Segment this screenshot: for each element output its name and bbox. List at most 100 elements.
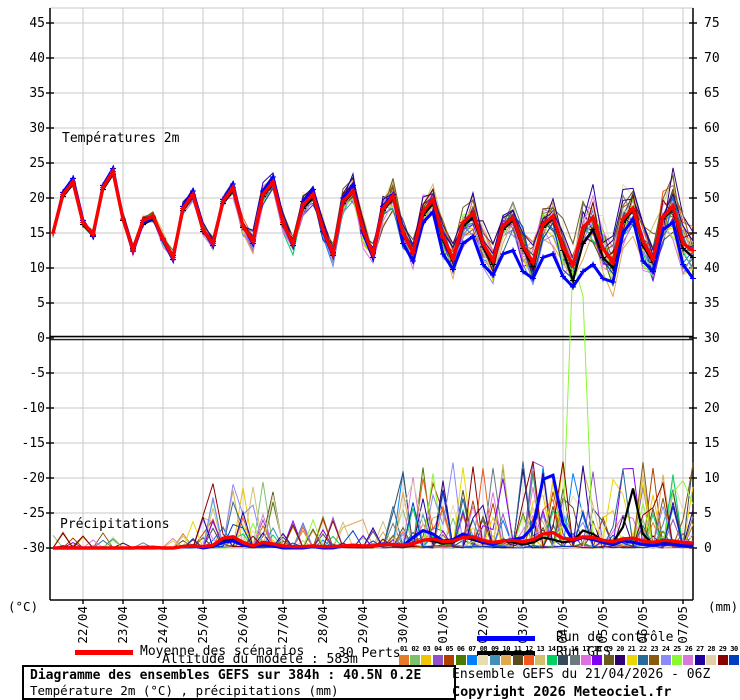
member-color-swatch [729,655,740,665]
member-number: 19 [605,645,613,653]
right-tick-label: 55 [704,156,720,171]
x-date-label: 28/04 [315,606,330,644]
x-date-label: 23/04 [115,606,130,644]
member-cell: 14 [546,645,557,665]
left-tick-label: 40 [29,51,45,66]
run-info-label: Ensemble GEFS du 21/04/2026 - 06Z [452,667,711,682]
member-cell: 17 [580,645,591,665]
member-color-swatch [410,655,421,665]
legend-gfs-swatch [477,651,535,656]
left-tick-label: 30 [29,121,45,136]
member-number: 02 [411,645,419,653]
member-number: 10 [502,645,510,653]
mean-precip-line [53,530,694,550]
legend-perts-label: 30 Perts. [338,646,409,661]
member-color-swatch [672,655,683,665]
member-color-swatch [512,655,523,665]
right-tick-label: 40 [704,261,720,276]
member-color-swatch [683,655,694,665]
member-color-swatch [432,655,443,665]
left-tick-label: -20 [22,471,45,486]
member-number: 11 [513,645,522,653]
member-number: 27 [696,645,704,653]
right-tick-label: 65 [704,86,720,101]
member-cell: 05 [444,645,455,665]
x-date-label: 01/05 [435,606,450,644]
x-date-label: 30/04 [395,606,410,644]
member-number: 09 [491,645,499,653]
member-color-swatch [649,655,660,665]
member-color-swatch [444,655,455,665]
member-cell: 04 [432,645,443,665]
member-cell: 10 [501,645,512,665]
member-number: 25 [673,645,681,653]
member-color-swatch [546,655,557,665]
left-tick-label: -5 [29,366,45,381]
member-cell: 07 [466,645,478,665]
member-cell: 18 [592,645,603,665]
right-tick-label: 5 [704,506,712,521]
x-date-label: 06/05 [635,606,650,644]
member-number: 21 [627,645,636,653]
left-tick-label: -25 [22,506,45,521]
member-number: 18 [593,645,602,653]
member-cell: 24 [660,645,671,665]
member-number: 15 [559,645,567,653]
member-cell: 21 [626,645,637,665]
member-color-swatch [694,655,705,665]
mean-temp-markers [50,168,696,269]
member-cell: 26 [683,645,694,665]
member-number: 08 [479,645,488,653]
member-number: 06 [456,645,465,653]
right-axis-unit: (mm) [708,599,738,614]
left-tick-label: 35 [29,86,45,101]
member-color-swatch [398,655,409,665]
member-cell: 12 [523,645,534,665]
member-number: 20 [616,645,624,653]
member-color-swatch [580,655,591,665]
left-tick-label: -15 [22,436,45,451]
member-cell: 29 [717,645,728,665]
left-tick-label: 5 [37,296,45,311]
right-tick-label: 0 [704,541,712,556]
x-date-label: 29/04 [355,606,370,644]
x-date-label: 02/05 [475,606,490,644]
member-cell: 13 [535,645,546,665]
member-cell: 19 [603,645,614,665]
right-tick-label: 10 [704,471,720,486]
member-cell: 09 [489,645,500,665]
member-color-swatch [501,655,512,665]
legend-control-swatch [477,636,535,641]
diagram-title: Diagramme des ensembles GEFS sur 384h : … [30,668,422,683]
member-number: 29 [718,645,727,653]
member-color-swatch [489,655,500,665]
right-tick-label: 45 [704,226,720,241]
member-cell: 20 [614,645,626,665]
x-date-label: 07/05 [675,606,690,644]
member-number: 12 [525,645,533,653]
member-number: 26 [684,645,693,653]
legend-control-label: Run de contrôle [556,630,674,645]
member-cell: 27 [694,645,705,665]
model-altitude-label: Altitude du modele : 583m [162,652,358,667]
x-date-label: 27/04 [275,606,290,644]
left-tick-label: 15 [29,226,45,241]
x-date-label: 03/05 [515,606,530,644]
diagram-info-box: Diagramme des ensembles GEFS sur 384h : … [22,665,456,700]
left-tick-label: 0 [37,331,45,346]
member-cell: 16 [569,645,580,665]
x-date-label: 25/04 [195,606,210,644]
x-date-label: 22/04 [75,606,90,644]
perturbation-members-row: 01 02 03 04 05 06 07 08 09 10 11 12 13 14 15 16 17 18 19 20… [398,645,740,665]
left-tick-label: -10 [22,401,45,416]
left-tick-label: 45 [29,16,45,31]
member-cell: 22 [637,645,648,665]
legend-mean-swatch [75,650,133,655]
member-color-swatch [523,655,534,665]
x-date-label: 26/04 [235,606,250,644]
member-cell: 06 [455,645,466,665]
member-number: 13 [536,645,545,653]
member-number: 22 [639,645,647,653]
member-color-swatch [706,655,717,665]
